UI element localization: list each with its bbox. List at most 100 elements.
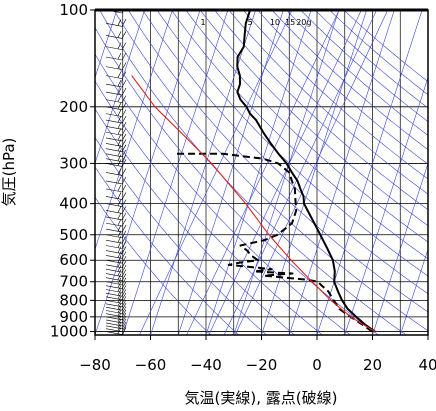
dry-adiabat — [156, 10, 428, 277]
wind-barb — [105, 42, 127, 50]
y-tick-label: 100 — [59, 1, 88, 19]
dry-adiabat — [113, 10, 428, 332]
wind-barb-layer — [105, 10, 127, 335]
wind-barb — [105, 52, 127, 61]
wind-barb — [105, 199, 127, 207]
mixing-ratio-line — [234, 10, 389, 335]
parcel-path-line — [131, 75, 376, 333]
wind-barb — [105, 260, 127, 269]
y-tick-label: 800 — [59, 291, 88, 309]
wind-barb — [105, 71, 127, 79]
dry-adiabat — [95, 80, 323, 335]
label-layer: 1 5 10 15 20g1002003004005006007008009001000… — [50, 1, 436, 374]
y-tick-label: 200 — [59, 98, 88, 116]
x-tick-label: −80 — [79, 356, 111, 374]
dry-adiabat — [95, 136, 267, 335]
x-tick-label: −20 — [246, 356, 278, 374]
wind-barb — [105, 312, 127, 321]
isotherm-line — [150, 10, 256, 335]
dry-adiabat — [142, 10, 428, 295]
wind-barb — [105, 95, 127, 103]
wind-barb — [105, 318, 127, 327]
dry-adiabat — [171, 10, 428, 260]
isotherm-line — [372, 162, 428, 335]
isotherm-line — [95, 10, 201, 335]
isotherm-line — [233, 10, 340, 335]
dry-adiabat — [343, 10, 428, 83]
wind-barb — [105, 309, 127, 317]
wind-barb — [105, 256, 127, 264]
mixing-ratio-line — [208, 10, 362, 335]
wind-barb — [105, 19, 127, 27]
x-tick-label: 20 — [363, 356, 382, 374]
dry-adiabat — [257, 10, 428, 165]
x-axis-title: 気温(実線), 露点(破線) — [185, 389, 338, 407]
dry-adiabat — [329, 10, 428, 96]
wind-barb — [105, 79, 127, 88]
y-tick-label: 400 — [59, 195, 88, 213]
dry-adiabat — [242, 10, 428, 180]
mixing-ratio-line — [186, 10, 340, 335]
wind-barb — [105, 206, 127, 214]
x-tick-label: −60 — [135, 356, 167, 374]
wind-barb — [105, 265, 127, 273]
dry-adiabat — [185, 10, 428, 243]
wind-barb — [105, 218, 127, 227]
y-tick-label: 1000 — [50, 323, 88, 341]
isotherm-line — [95, 10, 145, 165]
y-tick-label: 600 — [59, 251, 88, 269]
wind-barb — [105, 315, 127, 324]
wind-barb — [105, 246, 127, 254]
mixing-ratio-line — [223, 10, 377, 335]
wind-barb — [105, 269, 127, 277]
dry-adiabat — [95, 108, 295, 335]
wind-barb — [105, 144, 127, 153]
y-tick-label: 900 — [59, 308, 88, 326]
temperature-line — [236, 10, 376, 333]
isotherm-line — [95, 10, 173, 251]
isotherm-line — [316, 10, 423, 335]
dry-adiabat — [286, 10, 428, 136]
wind-barb — [105, 115, 127, 124]
wind-barb — [105, 277, 127, 286]
wind-barb — [105, 149, 127, 158]
y-tick-label: 500 — [59, 226, 88, 244]
wind-barb — [105, 154, 127, 162]
mixing-ratio-label: 10 — [270, 18, 280, 27]
grid-layer — [95, 10, 428, 335]
wind-barb — [105, 31, 127, 39]
dewpoint-line — [175, 152, 373, 333]
isotherm-line — [344, 76, 428, 335]
x-tick-label: 0 — [312, 356, 322, 374]
series-layer — [131, 10, 376, 333]
wind-barb — [105, 176, 127, 185]
wind-barb — [105, 212, 127, 221]
mixing-ratio-label: 15 — [285, 18, 295, 27]
dry-adiabat — [271, 10, 428, 151]
dry-adiabat — [99, 10, 407, 335]
mixing-ratio-label: 1 — [200, 18, 205, 27]
x-tick-label: 40 — [418, 356, 436, 374]
dry-adiabat — [300, 10, 428, 122]
wind-barb — [105, 102, 127, 111]
wind-barb — [105, 109, 127, 117]
dry-adiabat — [95, 27, 379, 335]
dry-adiabat — [95, 53, 351, 335]
isotherm-line — [95, 10, 118, 79]
isotherm-line — [288, 10, 395, 335]
wind-barb — [105, 168, 127, 176]
wind-barb — [105, 281, 127, 289]
wind-barb — [105, 192, 127, 200]
wind-barb — [105, 159, 127, 167]
wind-barb — [105, 241, 127, 249]
y-tick-label: 300 — [59, 154, 88, 172]
wind-barb — [105, 184, 127, 193]
isotherm-line — [427, 334, 428, 335]
x-tick-label: −40 — [190, 356, 222, 374]
mixing-ratio-label: 5 — [248, 18, 253, 27]
wind-barb — [105, 273, 127, 281]
dry-adiabat — [128, 10, 428, 313]
isotherm-line — [122, 10, 229, 335]
dry-adiabat — [228, 10, 428, 195]
isotherm-line — [261, 10, 367, 335]
